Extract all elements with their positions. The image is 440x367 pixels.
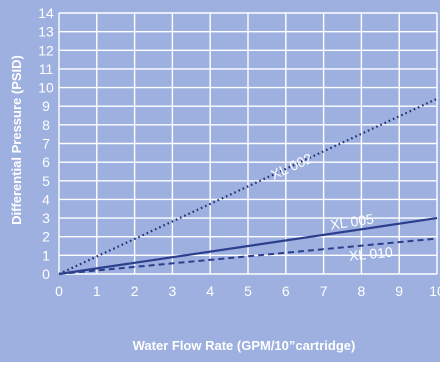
series-label: XL 010	[348, 244, 393, 264]
series-line-xl-002	[58, 97, 438, 275]
series-label: XL 005	[329, 211, 375, 233]
grid-lines	[58, 12, 438, 275]
x-tick-label: 9	[395, 283, 403, 299]
y-tick-label: 10	[38, 80, 54, 96]
x-tick-label: 7	[320, 283, 328, 299]
x-tick-label: 3	[169, 283, 177, 299]
series-line-xl-010	[58, 237, 438, 275]
x-tick-label: 1	[93, 283, 101, 299]
x-tick-label: 4	[206, 283, 214, 299]
x-axis-label: Water Flow Rate (GPM/10”cartridge)	[133, 338, 356, 353]
y-axis-label: Differential Pressure (PSID)	[9, 55, 24, 225]
x-tick-label: 5	[244, 283, 252, 299]
y-tick-label: 13	[38, 24, 54, 40]
y-tick-label: 7	[42, 136, 50, 152]
y-tick-label: 11	[39, 61, 54, 77]
y-tick-label: 1	[42, 247, 50, 263]
x-tick-label: 0	[55, 283, 63, 299]
y-tick-label: 4	[42, 191, 50, 207]
x-tick-label: 2	[131, 283, 139, 299]
x-tick-labels: 0 1 2 3 4 5 6 7 8 9 10	[55, 283, 440, 299]
series-line-xl-005	[58, 216, 438, 276]
x-tick-label: 6	[282, 283, 290, 299]
series-lines	[58, 97, 438, 276]
y-tick-label: 2	[42, 229, 50, 245]
y-tick-label: 0	[42, 266, 50, 282]
y-tick-label: 12	[38, 42, 54, 58]
y-tick-label: 3	[42, 210, 50, 226]
y-tick-label: 9	[42, 98, 50, 114]
x-tick-label: 8	[358, 283, 366, 299]
y-tick-label: 5	[42, 173, 50, 189]
y-tick-label: 14	[38, 5, 54, 21]
y-tick-label: 8	[42, 117, 50, 133]
y-tick-label: 6	[42, 154, 50, 170]
x-tick-label: 10	[429, 283, 440, 299]
